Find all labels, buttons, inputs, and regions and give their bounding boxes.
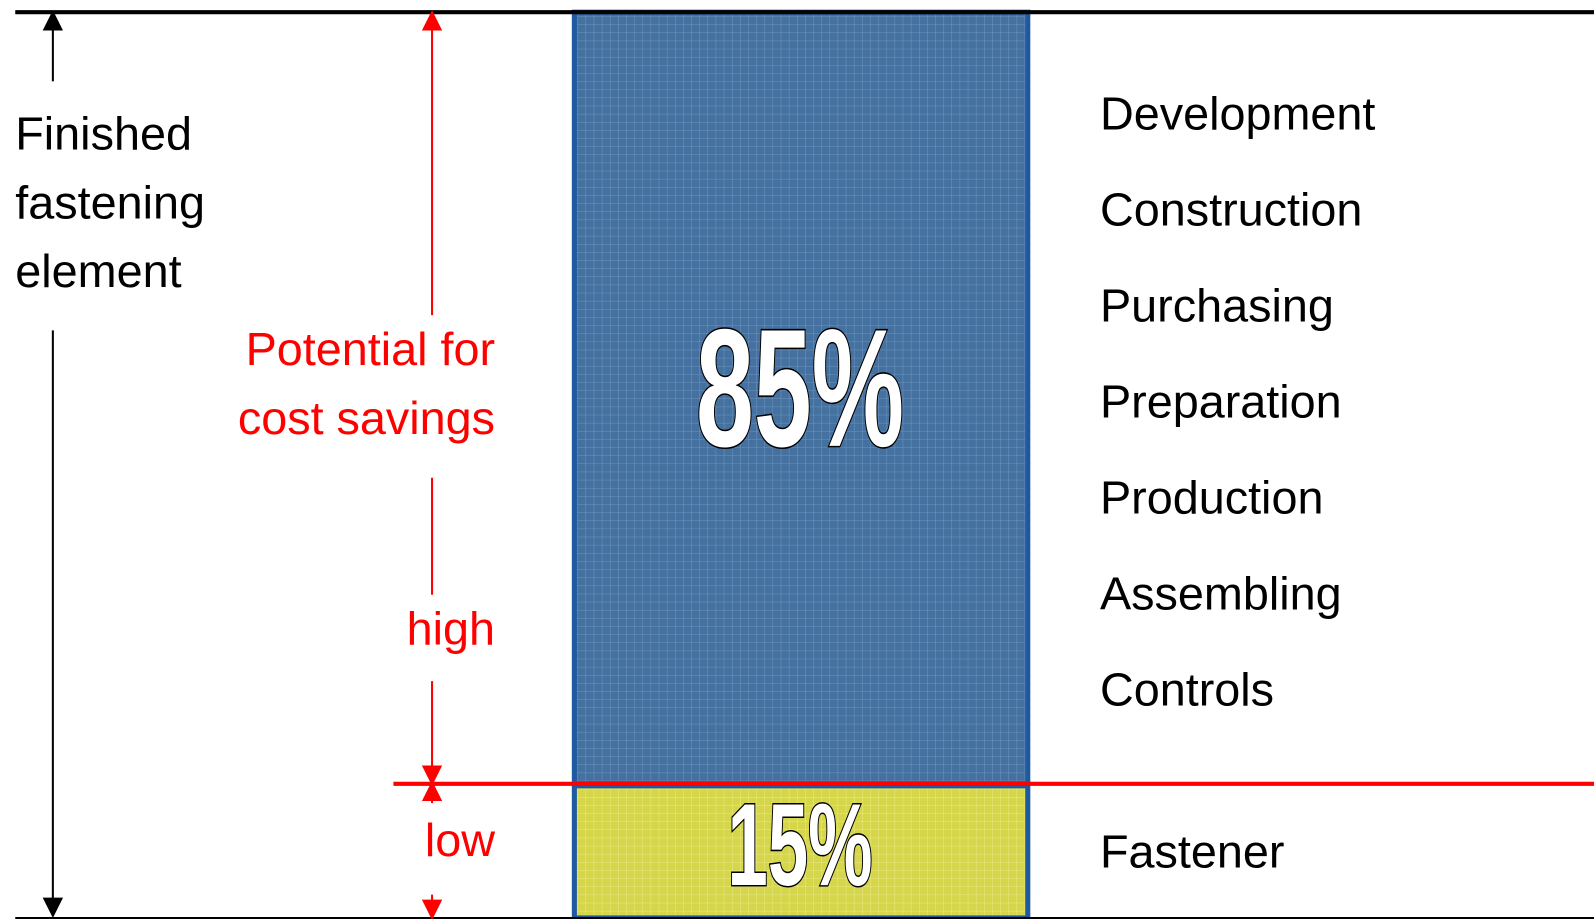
left-label: Finished (15, 108, 192, 160)
activity-label: Construction (1100, 183, 1362, 235)
left-label: element (15, 245, 181, 297)
activity-label: Controls (1100, 664, 1274, 716)
activity-label: Preparation (1100, 375, 1342, 427)
activity-label: Fastener (1100, 825, 1285, 877)
lower-block (571, 783, 1031, 919)
percent-label: 85% (696, 294, 904, 482)
level-label: low (425, 814, 495, 866)
level-label: high (407, 603, 495, 655)
activity-label: Development (1100, 87, 1375, 139)
potential-label: Potential for (246, 323, 495, 375)
activity-label: Production (1100, 472, 1324, 524)
upper-block (571, 9, 1031, 787)
activity-label: Purchasing (1100, 279, 1334, 331)
percent-label: 15% (728, 779, 873, 910)
left-label: fastening (15, 177, 205, 229)
activity-label: Assembling (1100, 568, 1342, 620)
potential-label: cost savings (238, 392, 495, 444)
